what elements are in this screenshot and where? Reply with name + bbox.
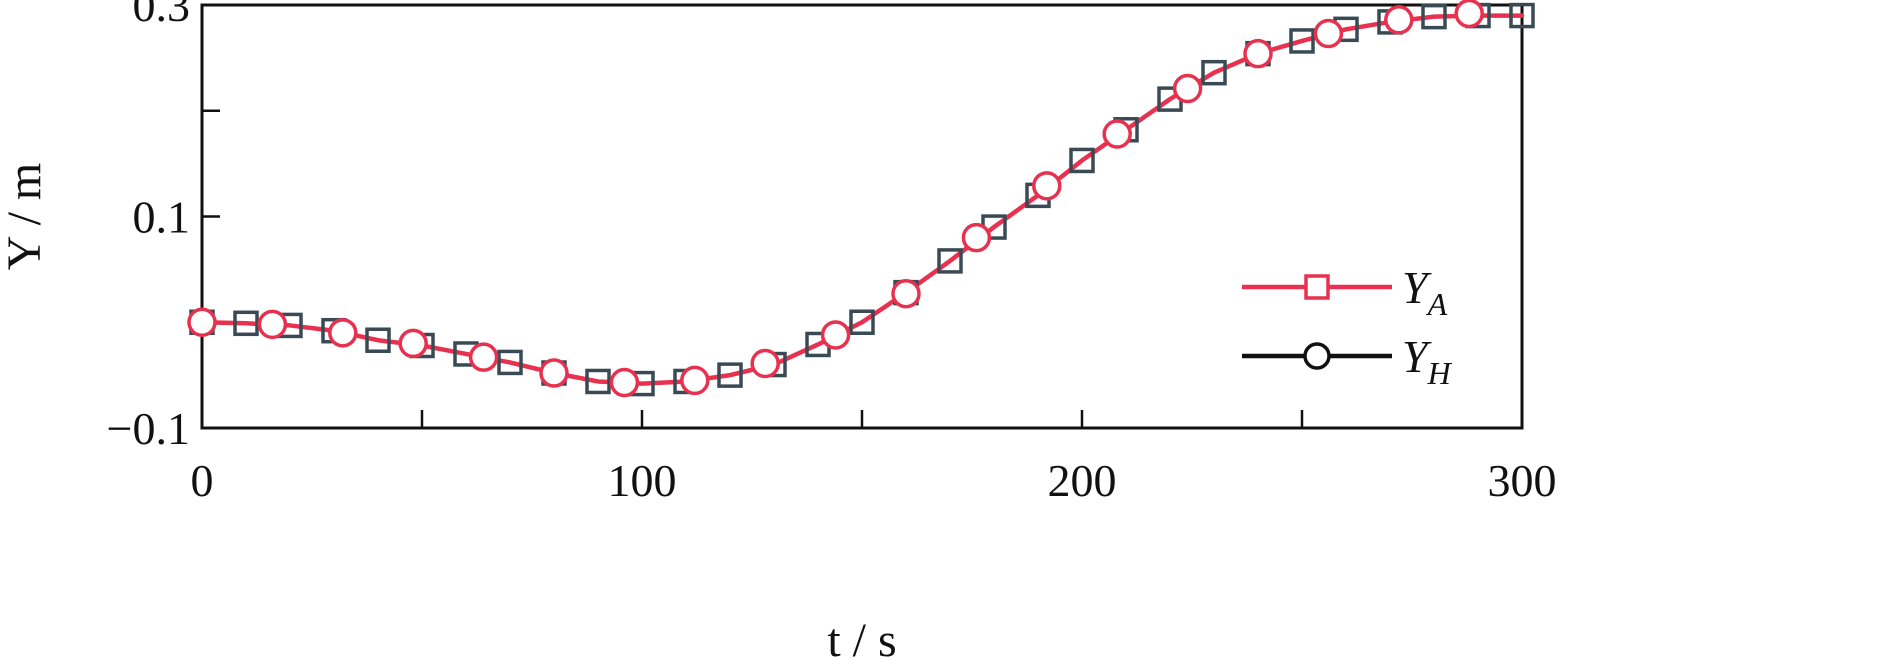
legend: YA YH xyxy=(1242,262,1453,391)
legend-label-yh: YH xyxy=(1402,331,1453,391)
marker-circle-yh xyxy=(539,358,569,388)
y-tick-label: 0.3 xyxy=(133,0,191,31)
marker-circle-yh xyxy=(398,328,428,359)
marker-circle-yh xyxy=(609,367,640,398)
marker-circle-yh xyxy=(328,318,358,348)
y-tick-label: 0.1 xyxy=(133,192,191,243)
y-axis-title: Y / m xyxy=(0,163,51,271)
marker-circle-yh xyxy=(1454,0,1484,29)
series-layer xyxy=(187,0,1535,398)
series-line-ya xyxy=(199,13,1525,386)
x-tick-label: 300 xyxy=(1488,455,1557,506)
marker-square-ya xyxy=(1509,2,1535,29)
marker-square-ya xyxy=(1201,59,1227,86)
marker-square-ya xyxy=(1069,147,1095,174)
marker-square-ya xyxy=(497,349,523,376)
x-axis-title: t / s xyxy=(827,614,896,661)
marker-square-ya xyxy=(849,309,875,335)
marker-circle-yh xyxy=(1172,73,1203,104)
legend-label-ya: YA xyxy=(1402,262,1448,322)
axis-ticks: 0 100 200 300 −0.1 0.1 0.3 xyxy=(107,0,1557,506)
marker-square-ya xyxy=(1421,3,1447,30)
marker-circle-yh xyxy=(750,348,780,379)
y-tick-label: −0.1 xyxy=(107,403,190,454)
legend-marker-ya xyxy=(1304,274,1330,300)
legend-sub-yh: H xyxy=(1427,355,1453,391)
x-tick-label: 200 xyxy=(1048,455,1117,506)
marker-square-ya xyxy=(937,248,963,274)
x-tick-label: 100 xyxy=(608,455,677,506)
marker-circle-yh xyxy=(820,320,851,350)
marker-circle-yh xyxy=(1313,18,1344,49)
marker-circle-yh xyxy=(1032,171,1062,201)
marker-circle-yh xyxy=(1243,38,1273,69)
marker-circle-yh xyxy=(187,307,217,337)
marker-square-ya xyxy=(717,362,743,388)
marker-circle-yh xyxy=(1384,5,1414,35)
marker-square-ya xyxy=(1289,28,1315,54)
legend-marker-yh xyxy=(1303,342,1331,370)
marker-square-ya xyxy=(585,368,611,395)
marker-circle-yh xyxy=(891,278,921,309)
marker-circle-yh xyxy=(1102,119,1132,149)
marker-square-ya xyxy=(365,327,391,353)
legend-sub-ya: A xyxy=(1426,286,1448,322)
marker-circle-yh xyxy=(468,342,499,372)
marker-circle-yh xyxy=(257,309,288,340)
marker-circle-yh xyxy=(680,365,710,396)
x-tick-label: 0 xyxy=(191,455,214,506)
marker-square-ya xyxy=(233,310,259,337)
marker-circle-yh xyxy=(961,222,992,253)
